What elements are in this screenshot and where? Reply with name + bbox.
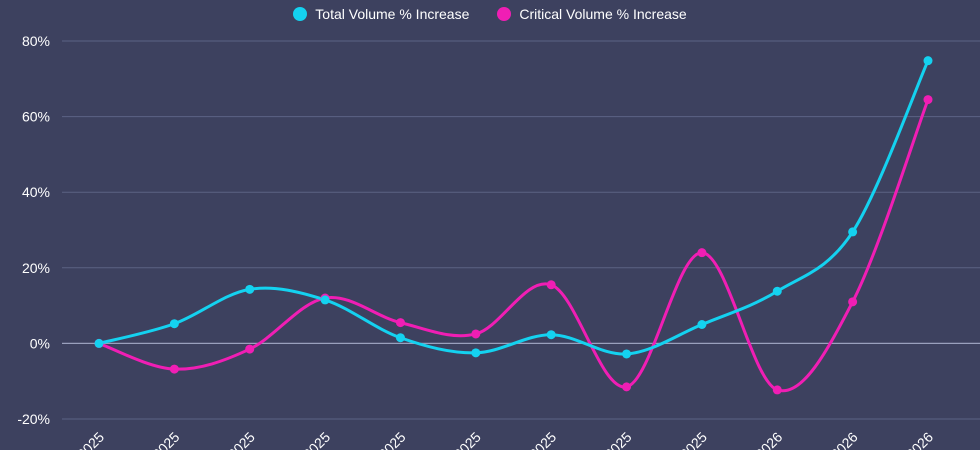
legend-marker-total-icon [293, 7, 308, 21]
legend-marker-critical-icon [497, 7, 512, 21]
y-tick-label: 80% [22, 33, 50, 49]
series-line-critical [97, 98, 930, 393]
legend-label-total: Total Volume % Increase [315, 6, 470, 22]
legend-item-total[interactable]: Total Volume % Increase [293, 6, 469, 22]
x-tick-label: 2026 [827, 429, 860, 450]
x-tick-label: 2026 [903, 429, 936, 450]
data-point-critical [848, 297, 858, 307]
x-tick-label: 2025 [451, 429, 484, 450]
data-point-total [320, 295, 330, 305]
data-point-total [471, 348, 481, 358]
y-tick-label: 20% [22, 260, 50, 276]
legend-item-critical[interactable]: Critical Volume % Increase [497, 6, 687, 22]
x-tick-label: 2025 [601, 429, 634, 450]
data-point-total [772, 286, 782, 296]
data-point-total [546, 330, 556, 340]
data-point-total [923, 56, 933, 66]
x-tick-label: 2025 [74, 429, 107, 450]
data-point-total [245, 284, 255, 294]
y-tick-label: -20% [17, 411, 50, 427]
x-tick-label: 2025 [149, 429, 182, 450]
data-point-critical [622, 382, 632, 392]
data-point-total [848, 227, 858, 237]
y-tick-label: 0% [30, 335, 50, 351]
data-point-critical [923, 95, 933, 105]
x-tick-label: 2026 [752, 429, 785, 450]
data-point-critical [697, 248, 707, 258]
data-point-critical [546, 280, 556, 290]
y-tick-label: 40% [22, 184, 50, 200]
data-point-critical [169, 364, 179, 374]
x-tick-label: 2025 [375, 429, 408, 450]
data-point-total [622, 349, 632, 359]
series-line-total [97, 59, 930, 356]
x-tick-label: 2025 [526, 429, 559, 450]
data-point-total [169, 319, 179, 329]
data-point-critical [772, 385, 782, 395]
chart-legend: Total Volume % Increase Critical Volume … [0, 4, 980, 24]
data-point-critical [395, 318, 405, 328]
legend-label-critical: Critical Volume % Increase [519, 6, 687, 22]
x-tick-label: 2025 [225, 429, 258, 450]
data-point-critical [245, 344, 255, 354]
data-point-critical [471, 329, 481, 339]
x-tick-label: 2025 [300, 429, 333, 450]
data-point-total [697, 320, 707, 329]
x-tick-label: 2025 [677, 429, 710, 450]
data-point-total [94, 338, 104, 348]
data-point-total [395, 333, 405, 343]
y-tick-label: 60% [22, 109, 50, 125]
